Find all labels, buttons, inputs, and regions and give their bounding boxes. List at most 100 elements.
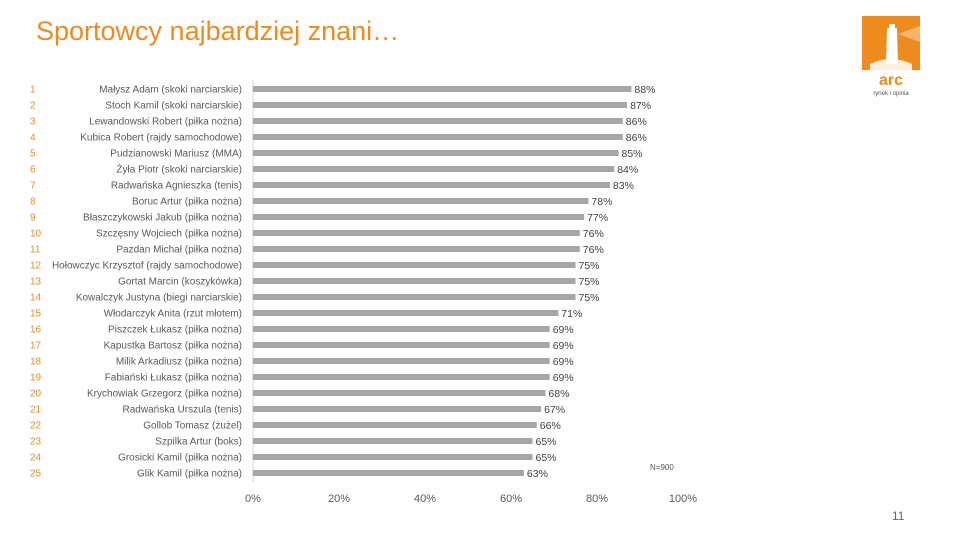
x-tick-label: 60% xyxy=(500,493,522,505)
x-tick-label: 0% xyxy=(245,493,261,505)
rank-label: 6 xyxy=(30,165,36,176)
category-label: Stoch Kamil (skoki narciarskie) xyxy=(105,101,242,112)
bar xyxy=(253,166,615,172)
data-label: 75% xyxy=(579,292,600,304)
rank-label: 22 xyxy=(30,421,42,432)
bar xyxy=(253,438,533,444)
rank-label: 4 xyxy=(30,133,36,144)
logo-brand: arc xyxy=(879,72,903,89)
category-label: Kubica Robert (rajdy samochodowe) xyxy=(80,133,242,144)
bar xyxy=(253,182,610,188)
rank-label: 9 xyxy=(30,213,36,224)
data-label: 83% xyxy=(613,180,634,192)
x-tick-label: 100% xyxy=(669,493,697,505)
category-label: Lewandowski Robert (piłka nożna) xyxy=(89,117,242,128)
bar xyxy=(253,422,537,428)
rank-label: 13 xyxy=(30,277,42,288)
bar xyxy=(253,198,589,204)
data-label: 86% xyxy=(626,116,647,128)
category-label: Milik Arkadiusz (piłka nożna) xyxy=(116,357,242,368)
rank-label: 10 xyxy=(30,229,42,240)
category-label: Pazdan Michał (piłka nożna) xyxy=(116,245,242,256)
rank-label: 2 xyxy=(30,101,36,112)
data-label: 86% xyxy=(626,132,647,144)
x-tick-label: 20% xyxy=(328,493,350,505)
bar xyxy=(253,326,550,332)
bar xyxy=(253,278,576,284)
bar xyxy=(253,246,580,252)
data-label: 65% xyxy=(536,436,557,448)
category-label: Pudzianowski Mariusz (MMA) xyxy=(110,149,242,160)
rank-label: 3 xyxy=(30,117,36,128)
bar xyxy=(253,294,576,300)
data-label: 69% xyxy=(553,372,574,384)
rank-label: 21 xyxy=(30,405,42,416)
data-label: 68% xyxy=(548,388,569,400)
data-label: 85% xyxy=(622,148,643,160)
category-label: Szpilka Artur (boks) xyxy=(155,437,242,448)
data-label: 69% xyxy=(553,324,574,336)
bar xyxy=(253,150,619,156)
data-label: 76% xyxy=(583,244,604,256)
rank-label: 7 xyxy=(30,181,36,192)
rank-label: 23 xyxy=(30,437,42,448)
category-label: Żyła Piotr (skoki narciarskie) xyxy=(116,163,242,176)
data-label: 71% xyxy=(561,308,582,320)
bar xyxy=(253,342,550,348)
rank-label: 12 xyxy=(30,261,42,272)
category-label: Gortat Marcin (koszykówka) xyxy=(118,277,242,288)
page-number: 11 xyxy=(892,509,905,523)
rank-label: 15 xyxy=(30,309,42,320)
bar xyxy=(253,374,550,380)
rank-label: 1 xyxy=(30,85,36,96)
x-tick-label: 80% xyxy=(586,493,608,505)
category-label: Hołowczyc Krzysztof (rajdy samochodowe) xyxy=(52,261,242,272)
category-label: Małysz Adam (skoki narciarskie) xyxy=(99,85,242,96)
bar xyxy=(253,310,559,316)
bar xyxy=(253,102,628,108)
rank-label: 25 xyxy=(30,469,42,480)
slide-title: Sportowcy najbardziej znani… xyxy=(36,16,400,46)
bar xyxy=(253,470,524,476)
category-label: Grosicki Kamil (piłka nożna) xyxy=(118,453,242,464)
category-label: Krychowiak Grzegorz (piłka nożna) xyxy=(87,389,242,400)
category-label: Szczęsny Wojciech (piłka nożna) xyxy=(96,229,242,240)
data-label: 75% xyxy=(579,276,600,288)
data-label: 66% xyxy=(540,420,561,432)
data-label: 63% xyxy=(527,468,548,480)
logo-tagline: rynek i opinia xyxy=(873,91,909,97)
bar xyxy=(253,454,533,460)
rank-label: 18 xyxy=(30,357,42,368)
category-label: Radwańska Agnieszka (tenis) xyxy=(111,181,242,192)
category-label: Boruc Artur (piłka nożna) xyxy=(132,197,242,208)
data-label: 87% xyxy=(630,100,651,112)
data-label: 77% xyxy=(587,212,608,224)
rank-label: 16 xyxy=(30,325,42,336)
category-label: Kowalczyk Justyna (biegi narciarskie) xyxy=(76,293,242,304)
data-label: 69% xyxy=(553,340,574,352)
bar xyxy=(253,134,623,140)
data-label: 76% xyxy=(583,228,604,240)
bar xyxy=(253,390,546,396)
bar xyxy=(253,358,550,364)
data-label: 75% xyxy=(579,260,600,272)
category-label: Kapustka Bartosz (piłka nożna) xyxy=(104,341,242,352)
bar xyxy=(253,86,632,92)
bar xyxy=(253,406,542,412)
sample-size-note: N=900 xyxy=(650,463,674,472)
rank-label: 5 xyxy=(30,149,36,160)
rank-label: 11 xyxy=(30,245,41,256)
rank-label: 20 xyxy=(30,389,42,400)
data-label: 67% xyxy=(544,404,565,416)
data-label: 78% xyxy=(591,196,612,208)
x-tick-label: 40% xyxy=(414,493,436,505)
rank-label: 14 xyxy=(30,293,42,304)
bar xyxy=(253,214,585,220)
rank-label: 17 xyxy=(30,341,42,352)
category-label: Glik Kamil (piłka nożna) xyxy=(137,469,242,480)
data-label: 65% xyxy=(536,452,557,464)
category-label: Błaszczykowski Jakub (piłka nożna) xyxy=(83,213,242,224)
category-label: Włodarczyk Anita (rzut młotem) xyxy=(104,309,242,320)
bar xyxy=(253,262,576,268)
